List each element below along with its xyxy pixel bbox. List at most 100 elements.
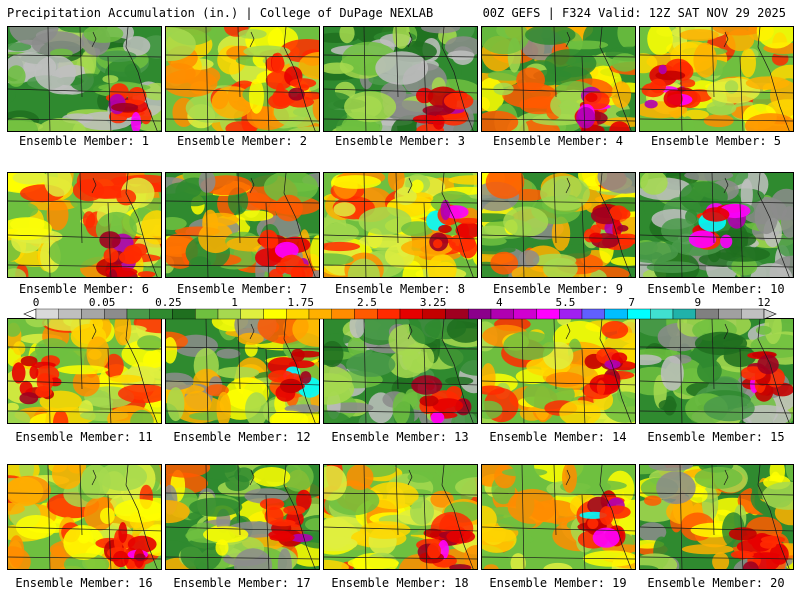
ensemble-member-label: Ensemble Member: 3 <box>334 134 466 148</box>
state-border <box>640 556 793 560</box>
precip-contour <box>166 337 178 364</box>
state-border <box>640 410 793 414</box>
heavy-precip-contour <box>576 107 596 129</box>
colorbar-segment <box>490 308 514 320</box>
precip-contour <box>331 175 381 189</box>
precip-contour <box>756 27 793 49</box>
state-border <box>757 465 790 569</box>
colorbar-max-arrow <box>763 308 777 320</box>
heavy-precip-contour <box>19 380 33 396</box>
state-border <box>205 319 209 423</box>
precip-contour <box>8 410 31 423</box>
model-run-info: 00Z GEFS | F324 Valid: 12Z SAT NOV 29 20… <box>482 6 786 20</box>
state-border <box>265 348 270 423</box>
precip-contour <box>8 42 32 52</box>
precip-contour <box>347 258 380 277</box>
ensemble-map-panel <box>481 318 636 424</box>
precip-contour <box>8 200 39 220</box>
state-border <box>640 346 793 350</box>
ensemble-member-label: Ensemble Member: 8 <box>334 282 466 296</box>
ensemble-map-panel <box>165 318 320 424</box>
precip-contour <box>646 261 699 273</box>
state-border <box>79 465 83 536</box>
state-border <box>711 465 715 536</box>
precip-contour <box>51 465 83 490</box>
precip-contour <box>482 363 496 393</box>
state-border <box>125 27 158 131</box>
precip-contour <box>233 548 273 569</box>
precipitation-map <box>8 319 161 423</box>
heavy-precip-contour <box>702 207 730 222</box>
precip-contour <box>324 241 361 252</box>
state-border <box>640 118 793 122</box>
state-border <box>249 469 255 486</box>
figure-title: Precipitation Accumulation (in.) | Colle… <box>7 6 434 20</box>
precip-contour <box>656 471 696 505</box>
heavy-precip-contour <box>259 229 278 249</box>
state-border <box>283 319 316 423</box>
precip-contour <box>305 518 319 531</box>
precip-contour <box>640 241 679 264</box>
state-border <box>166 118 319 122</box>
state-border <box>363 173 367 277</box>
ensemble-map-panel <box>481 26 636 132</box>
state-border <box>482 200 635 204</box>
heavy-precip-contour <box>127 87 147 106</box>
state-border <box>565 469 571 486</box>
state-border <box>166 200 319 204</box>
precipitation-map <box>324 173 477 277</box>
heavy-precip-contour <box>649 78 666 94</box>
state-border <box>423 56 428 131</box>
state-border <box>640 526 793 532</box>
state-border <box>91 469 97 486</box>
precip-contour <box>180 538 222 569</box>
precip-contour <box>445 376 474 386</box>
precip-contour <box>483 564 499 569</box>
precip-contour <box>292 319 319 347</box>
heavy-precip-contour <box>300 371 312 384</box>
state-border <box>265 494 270 569</box>
precip-contour <box>724 80 739 94</box>
precip-contour <box>610 256 635 266</box>
heavy-precip-contour <box>433 239 443 249</box>
precip-contour <box>8 117 38 131</box>
state-border <box>125 319 158 423</box>
state-border <box>581 494 586 569</box>
heavy-precip-contour <box>134 553 146 562</box>
precip-contour <box>684 173 734 181</box>
heavy-precip-contour <box>419 395 439 407</box>
precip-contour <box>237 332 264 345</box>
state-border <box>79 173 83 244</box>
heavy-precip-contour <box>19 392 39 405</box>
ensemble-member-label: Ensemble Member: 14 <box>489 430 627 444</box>
state-border <box>723 177 729 194</box>
precip-contour <box>98 465 147 491</box>
state-border <box>679 173 683 277</box>
precip-contour <box>647 27 673 56</box>
heavy-precip-contour <box>270 519 296 527</box>
precip-contour <box>339 27 355 44</box>
state-border <box>166 526 319 532</box>
state-border <box>581 202 586 277</box>
precip-contour <box>8 476 44 507</box>
heavy-precip-contour <box>443 92 474 110</box>
precip-contour <box>482 526 517 553</box>
state-border <box>363 465 367 569</box>
state-border <box>565 31 571 48</box>
ensemble-member-label: Ensemble Member: 20 <box>647 576 785 590</box>
ensemble-member-label: Ensemble Member: 19 <box>489 576 627 590</box>
precip-contour <box>72 369 100 397</box>
precip-contour <box>236 210 274 222</box>
colorbar-segment <box>217 308 241 320</box>
heavy-precip-contour <box>438 224 452 234</box>
heavy-precip-contour <box>663 89 683 108</box>
colorbar-scale <box>23 308 777 320</box>
heavy-precip-contour <box>274 241 299 259</box>
colorbar-tick-label: 1.75 <box>287 296 314 309</box>
ensemble-member-label: Ensemble Member: 7 <box>176 282 308 296</box>
precip-contour <box>703 395 755 422</box>
precip-contour <box>72 179 105 202</box>
state-border <box>599 465 632 569</box>
precip-contour <box>482 27 530 55</box>
state-border <box>324 200 477 204</box>
